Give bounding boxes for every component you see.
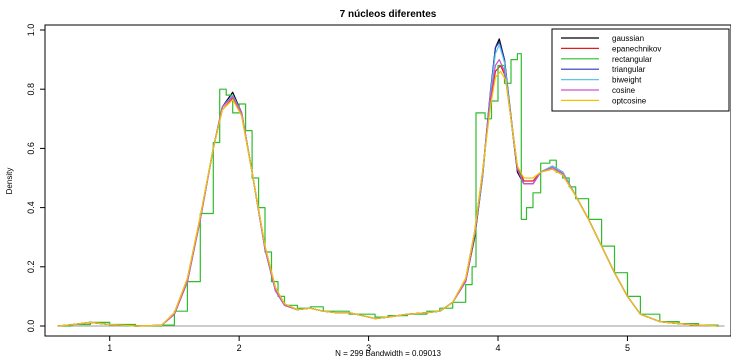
- y-tick-label: 0.8: [26, 83, 36, 96]
- legend-label-epanechnikov: epanechnikov: [612, 44, 661, 53]
- plot-frame: [44, 24, 731, 337]
- x-axis: 1 2 3 4 5: [107, 336, 630, 353]
- x-tick-label: 5: [625, 343, 630, 353]
- series-layer: [57, 38, 719, 327]
- x-tick-label: 1: [107, 343, 112, 353]
- legend-label-rectangular: rectangular: [612, 55, 652, 64]
- legend-label-optcosine: optcosine: [612, 96, 647, 105]
- series-line-optcosine: [57, 70, 719, 327]
- y-tick-label: 0.6: [26, 142, 36, 155]
- legend-label-cosine: cosine: [612, 86, 636, 95]
- series-line-rectangular: [57, 53, 719, 327]
- x-tick-label: 4: [496, 343, 501, 353]
- y-tick-label: 0.2: [26, 261, 36, 274]
- plot-area: [44, 24, 731, 337]
- y-tick-label: 1.0: [26, 24, 36, 37]
- legend-label-gaussian: gaussian: [612, 34, 644, 43]
- legend-label-biweight: biweight: [612, 76, 642, 85]
- legend-box: [551, 28, 730, 112]
- y-axis: 0.0 0.2 0.4 0.6 0.8 1.0: [26, 24, 45, 333]
- legend-label-triangular: triangular: [612, 65, 646, 74]
- chart-title: 7 núcleos diferentes: [340, 9, 437, 20]
- x-tick-label: 3: [366, 343, 371, 353]
- y-tick-label: 0.0: [26, 320, 36, 333]
- y-axis-title: Density: [5, 168, 14, 195]
- x-axis-title: N = 299 Bandwidth = 0.09013: [335, 349, 441, 358]
- y-tick-label: 0.4: [26, 201, 36, 214]
- x-tick-label: 2: [237, 343, 242, 353]
